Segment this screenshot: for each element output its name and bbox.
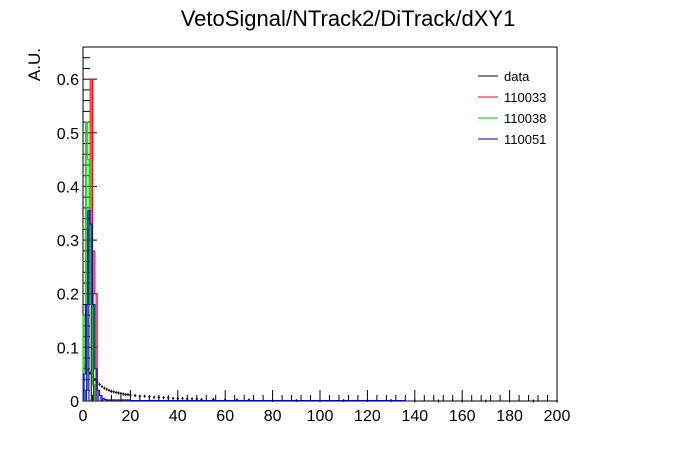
x-tick-label: 140 — [401, 408, 428, 425]
y-tick-label: 0.6 — [57, 72, 79, 89]
plot-area: 0 20 40 60 80 100 120 140 160 180 200 0 0.1 0.2 0.3 0.4… — [57, 46, 571, 425]
legend-label-data: data — [504, 69, 530, 84]
x-tick-label: 100 — [307, 408, 334, 425]
legend-label-110033: 110033 — [504, 90, 546, 105]
x-tick-label: 20 — [122, 408, 140, 425]
x-tick-label: 160 — [449, 408, 476, 425]
y-tick-label: 0.5 — [57, 126, 79, 143]
x-tick-label: 200 — [544, 408, 571, 425]
x-tick-label: 0 — [79, 408, 88, 425]
y-axis-label: A.U. — [25, 48, 44, 81]
legend-label-110038: 110038 — [504, 111, 546, 126]
series-data — [84, 364, 559, 403]
legend-label-110051: 110051 — [504, 132, 546, 147]
series-line-110051 — [82, 210, 408, 402]
y-tick-label: 0.4 — [57, 179, 79, 196]
y-tick-label: 0.3 — [57, 233, 79, 250]
y-tick-label: 0 — [70, 394, 79, 411]
x-tick-label: 40 — [169, 408, 187, 425]
x-tick-label: 60 — [216, 408, 234, 425]
chart-title: VetoSignal/NTrack2/DiTrack/dXY1 — [181, 6, 516, 31]
series-line-110033 — [84, 78, 98, 401]
legend: data 110033 110038 110051 — [478, 69, 546, 147]
y-tick-label: 0.1 — [57, 340, 79, 357]
x-tick-label: 80 — [264, 408, 282, 425]
series-110051 — [82, 210, 408, 402]
plot-frame — [82, 46, 558, 402]
y-tick-label: 0.2 — [57, 287, 79, 304]
x-tick-label: 180 — [496, 408, 523, 425]
x-tick-label: 120 — [354, 408, 381, 425]
